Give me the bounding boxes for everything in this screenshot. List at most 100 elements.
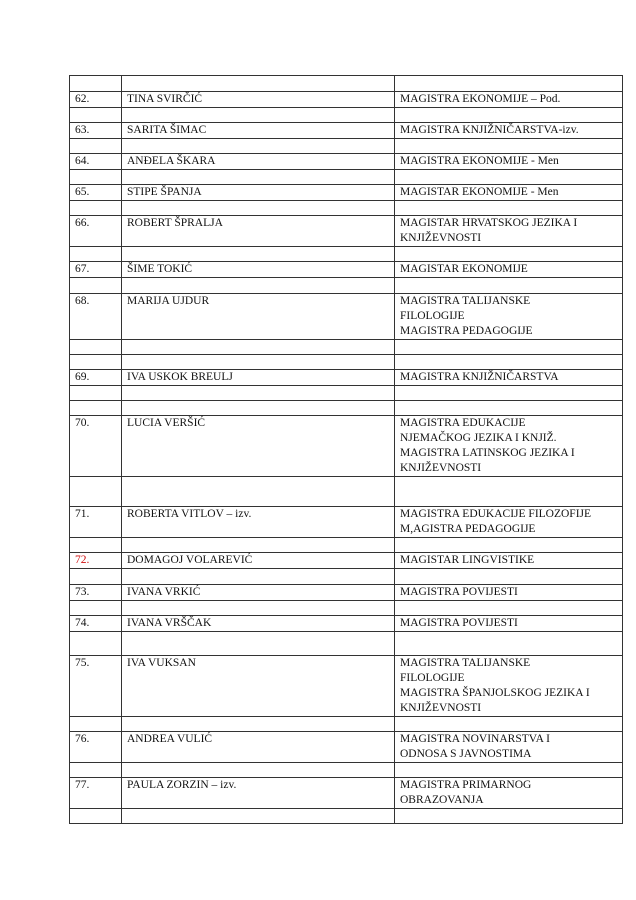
empty-cell	[69, 631, 122, 656]
degree-line: MAGISTRA EDUKACIJE	[400, 417, 526, 429]
empty-cell	[121, 354, 395, 370]
degree-cell: MAGISTAR LINGVISTIKE	[394, 552, 623, 569]
degree-line: MAGISTRA KNJIŽNIČARSTVA	[400, 371, 559, 383]
degree-cell: MAGISTAR EKONOMIJE	[394, 261, 623, 278]
empty-cell	[394, 75, 623, 92]
empty-cell	[121, 75, 395, 92]
person-name: ŠIME TOKIĆ	[121, 261, 395, 278]
spacer-row	[69, 631, 623, 656]
person-name: IVA VUKSAN	[121, 655, 395, 717]
person-name: MARIJA UJDUR	[121, 293, 395, 340]
degree-line: FILOLOGIJE	[400, 672, 465, 684]
degree-line: MAGISTRA POVIJESTI	[400, 586, 518, 598]
empty-cell	[394, 246, 623, 262]
row-number: 68.	[69, 293, 122, 340]
table-row: 72. DOMAGOJ VOLAREVIĆ MAGISTAR LINGVISTIKE	[69, 552, 623, 569]
table-row: 68. MARIJA UJDUR MAGISTRA TALIJANSKE FILOLO…	[69, 293, 623, 340]
empty-cell	[394, 138, 623, 154]
row-number: 63.	[69, 122, 122, 139]
degree-cell: MAGISTRA EKONOMIJE – Pod.	[394, 91, 623, 108]
table-row: 65. STIPE ŠPANJA MAGISTAR EKONOMIJE - Men	[69, 184, 623, 201]
empty-cell	[394, 339, 623, 355]
person-name: IVANA VRKIĆ	[121, 584, 395, 601]
degree-line: MAGISTRA KNJIŽNIČARSTVA-izv.	[400, 124, 579, 136]
degree-cell: MAGISTRA TALIJANSKE FILOLOGIJE MAGISTRA PE…	[394, 293, 623, 340]
spacer-row	[69, 107, 623, 123]
row-number: 72.	[69, 552, 122, 569]
person-name: LUCIA VERŠIĆ	[121, 415, 395, 477]
spacer-row	[69, 808, 623, 824]
spacer-row	[69, 537, 623, 553]
table-row: 70. LUCIA VERŠIĆ MAGISTRA EDUKACIJE NJEMAČK…	[69, 415, 623, 477]
empty-cell	[69, 354, 122, 370]
degree-line: MAGISTRA EKONOMIJE - Men	[400, 155, 559, 167]
empty-cell	[121, 400, 395, 416]
spacer-row	[69, 600, 623, 616]
empty-cell	[121, 138, 395, 154]
person-name: ANDREA VULIĆ	[121, 731, 395, 763]
empty-cell	[394, 600, 623, 616]
empty-cell	[394, 476, 623, 507]
row-number: 74.	[69, 615, 122, 632]
degree-line: MAGISTRA EDUKACIJE FILOZOFIJE	[400, 508, 592, 520]
degree-cell: MAGISTRA EDUKACIJE NJEMAČKOG JEZIKA I KNJ…	[394, 415, 623, 477]
empty-cell	[121, 277, 395, 294]
degree-line: OBRAZOVANJA	[400, 794, 484, 806]
degree-line: M,AGISTRA PEDAGOGIJE	[400, 523, 536, 535]
degree-line: MAGISTAR EKONOMIJE - Men	[400, 186, 559, 198]
degree-cell: MAGISTRA KNJIŽNIČARSTVA	[394, 369, 623, 386]
empty-cell	[121, 762, 395, 778]
degree-line: MAGISTRA ŠPANJOLSKOG JEZIKA I	[400, 687, 590, 699]
row-number: 65.	[69, 184, 122, 201]
empty-cell	[121, 200, 395, 216]
row-number: 69.	[69, 369, 122, 386]
spacer-row	[69, 476, 623, 507]
degree-line: KNJIŽEVNOSTI	[400, 462, 482, 474]
empty-cell	[394, 568, 623, 585]
spacer-row	[69, 339, 623, 355]
spacer-row	[69, 75, 623, 92]
degree-cell: MAGISTRA KNJIŽNIČARSTVA-izv.	[394, 122, 623, 139]
degree-line: ODNOSA S JAVNOSTIMA	[400, 748, 532, 760]
degree-cell: MAGISTRA EKONOMIJE - Men	[394, 153, 623, 170]
person-name: STIPE ŠPANJA	[121, 184, 395, 201]
empty-cell	[69, 762, 122, 778]
empty-cell	[69, 169, 122, 185]
row-number: 73.	[69, 584, 122, 601]
degree-line: MAGISTRA NOVINARSTVA I	[400, 733, 550, 745]
row-number: 64.	[69, 153, 122, 170]
empty-cell	[69, 400, 122, 416]
degree-cell: MAGISTRA POVIJESTI	[394, 615, 623, 632]
empty-cell	[69, 246, 122, 262]
empty-cell	[121, 537, 395, 553]
empty-cell	[394, 631, 623, 656]
empty-cell	[121, 600, 395, 616]
degree-cell: MAGISTRA NOVINARSTVA I ODNOSA S JAVNOSTIM…	[394, 731, 623, 763]
spacer-row	[69, 200, 623, 216]
empty-cell	[394, 107, 623, 123]
empty-cell	[69, 385, 122, 401]
empty-cell	[394, 716, 623, 732]
empty-cell	[69, 200, 122, 216]
row-number: 75.	[69, 655, 122, 717]
spacer-row	[69, 246, 623, 262]
spacer-row	[69, 138, 623, 154]
degree-line: MAGISTRA TALIJANSKE	[400, 295, 531, 307]
empty-cell	[121, 808, 395, 824]
person-name: IVANA VRŠČAK	[121, 615, 395, 632]
person-name: DOMAGOJ VOLAREVIĆ	[121, 552, 395, 569]
empty-cell	[69, 476, 122, 507]
table-row: 77. PAULA ZORZIN – izv. MAGISTRA PRIMARNOG…	[69, 777, 623, 809]
spacer-row	[69, 169, 623, 185]
degree-line: MAGISTRA LATINSKOG JEZIKA I	[400, 447, 575, 459]
degree-line: NJEMAČKOG JEZIKA I KNJIŽ.	[400, 432, 557, 444]
empty-cell	[69, 75, 122, 92]
table-row: 67. ŠIME TOKIĆ MAGISTAR EKONOMIJE	[69, 261, 623, 278]
person-name: ROBERT ŠPRALJA	[121, 215, 395, 247]
row-number: 66.	[69, 215, 122, 247]
person-name: SARITA ŠIMAC	[121, 122, 395, 139]
empty-cell	[69, 808, 122, 824]
person-name: TINA SVIRČIĆ	[121, 91, 395, 108]
table-row: 69. IVA USKOK BREULJ MAGISTRA KNJIŽNIČARST…	[69, 369, 623, 386]
empty-cell	[121, 339, 395, 355]
